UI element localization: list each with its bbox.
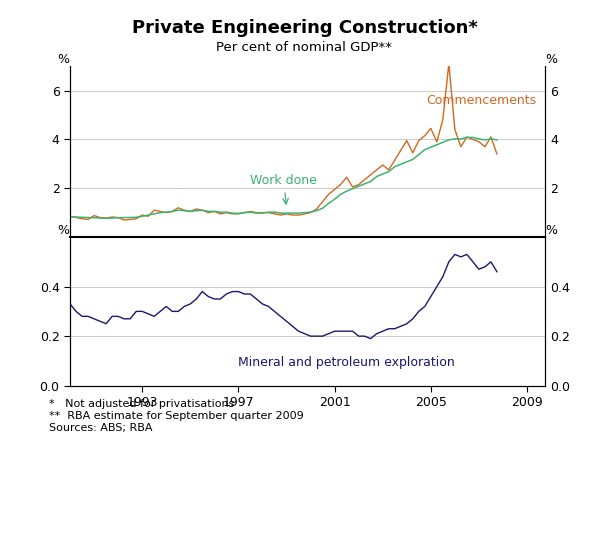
Text: *   Not adjusted for privatisations
**  RBA estimate for September quarter 2009
: * Not adjusted for privatisations ** RBA… bbox=[49, 399, 303, 433]
Text: %: % bbox=[546, 53, 557, 66]
Text: Mineral and petroleum exploration: Mineral and petroleum exploration bbox=[238, 356, 455, 369]
Text: %: % bbox=[58, 224, 69, 237]
Text: Commencements: Commencements bbox=[426, 94, 536, 107]
Text: %: % bbox=[546, 224, 557, 237]
Text: Work done: Work done bbox=[250, 175, 317, 204]
Text: Private Engineering Construction*: Private Engineering Construction* bbox=[132, 19, 477, 37]
Text: %: % bbox=[58, 53, 69, 66]
Text: Per cent of nominal GDP**: Per cent of nominal GDP** bbox=[217, 41, 392, 55]
